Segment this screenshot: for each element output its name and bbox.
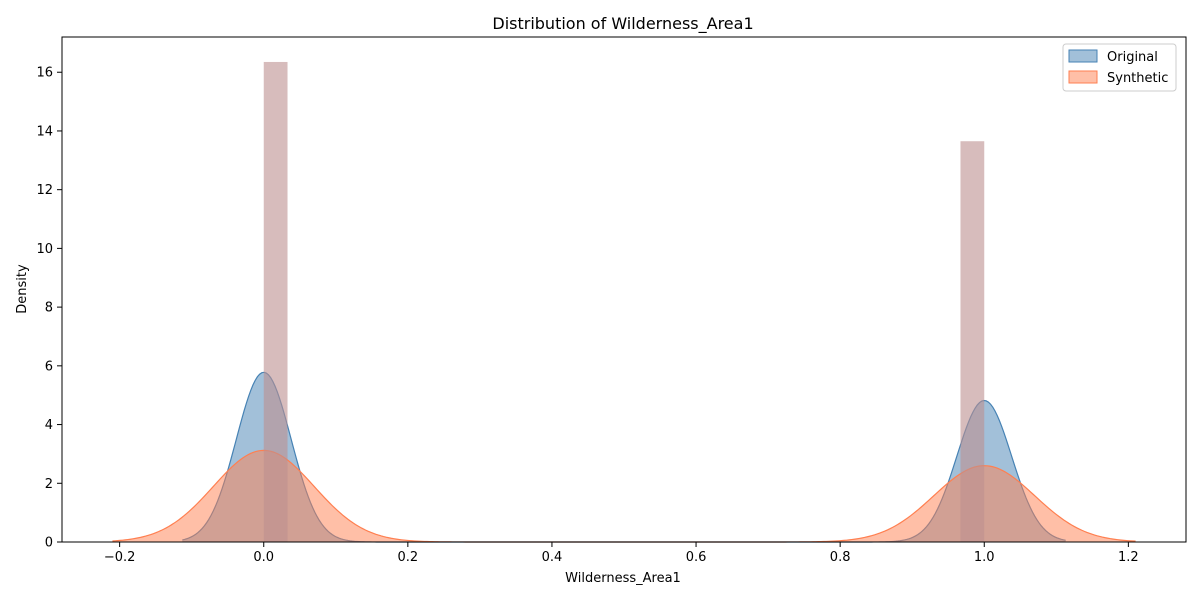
y-tick-label: 6 xyxy=(45,359,53,374)
kde-area-synthetic xyxy=(112,450,1136,542)
x-axis: −0.2 0.0 0.2 0.4 0.6 0.8 1.0 1.2 xyxy=(104,542,1139,565)
histogram-bar xyxy=(263,61,288,543)
x-tick-label: 1.2 xyxy=(1118,550,1139,565)
y-tick-label: 8 xyxy=(45,301,53,316)
axes-frame xyxy=(61,36,1187,543)
y-tick-label: 2 xyxy=(45,477,53,492)
x-tick-label: 1.0 xyxy=(974,550,995,565)
y-axis-label: Density xyxy=(15,264,30,314)
x-tick-label: 0.2 xyxy=(398,550,419,565)
x-tick-label: 0.0 xyxy=(253,550,274,565)
y-tick-label: 12 xyxy=(36,183,53,198)
chart-title: Distribution of Wilderness_Area1 xyxy=(492,14,753,34)
y-tick-label: 16 xyxy=(36,66,53,81)
legend-swatch-original xyxy=(1068,49,1098,63)
x-tick-label: 0.8 xyxy=(830,550,851,565)
x-tick-label: 0.4 xyxy=(542,550,563,565)
x-tick-label: 0.6 xyxy=(686,550,707,565)
y-axis: 0 2 4 6 8 10 12 14 16 xyxy=(36,66,62,551)
y-tick-label: 10 xyxy=(36,242,53,257)
y-tick-label: 14 xyxy=(36,124,53,139)
y-tick-label: 0 xyxy=(45,536,53,551)
legend: Original Synthetic xyxy=(1062,43,1177,92)
legend-label-original: Original xyxy=(1107,50,1158,65)
x-tick-label: −0.2 xyxy=(104,550,136,565)
x-axis-label: Wilderness_Area1 xyxy=(565,571,681,586)
legend-swatch-synthetic xyxy=(1068,70,1098,84)
y-tick-label: 4 xyxy=(45,418,53,433)
histogram-bar xyxy=(960,141,985,542)
legend-label-synthetic: Synthetic xyxy=(1107,71,1168,86)
plot-area xyxy=(112,61,1136,543)
